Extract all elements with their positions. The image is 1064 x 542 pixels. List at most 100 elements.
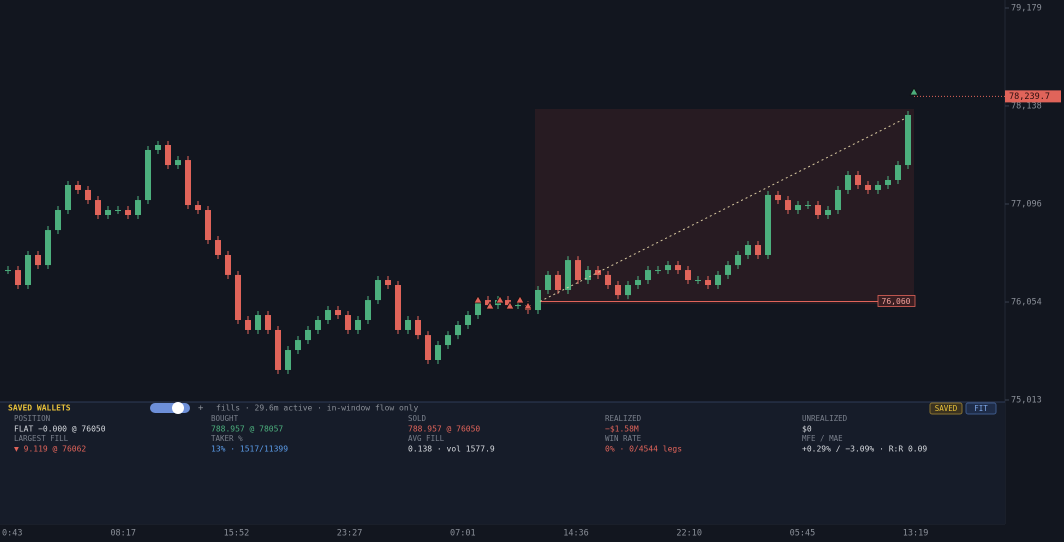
candle xyxy=(275,329,281,370)
candle xyxy=(765,194,771,255)
candle xyxy=(305,329,311,341)
candle xyxy=(435,345,441,360)
candle xyxy=(465,315,471,325)
panel-button-label[interactable]: FIT xyxy=(974,404,988,413)
add-button[interactable]: + xyxy=(198,404,204,414)
candle xyxy=(385,280,391,286)
stat-label: WIN RATE xyxy=(605,434,642,443)
candle xyxy=(365,300,371,321)
candle xyxy=(555,274,561,290)
candle xyxy=(135,200,141,216)
panel-button-label[interactable]: SAVED xyxy=(935,404,958,413)
stat-label: UNREALIZED xyxy=(802,414,848,423)
candle xyxy=(585,270,591,281)
candle xyxy=(635,280,641,286)
candle xyxy=(645,270,651,281)
candle xyxy=(875,184,881,190)
x-tick-label: 23:27 xyxy=(337,529,363,539)
candle xyxy=(815,205,821,216)
candle xyxy=(725,265,731,275)
candle xyxy=(325,310,331,321)
candle xyxy=(235,274,241,321)
toggle-knob[interactable] xyxy=(172,402,184,414)
last-price-tag xyxy=(1005,90,1061,103)
candle xyxy=(355,320,361,330)
candle xyxy=(285,350,291,370)
y-tick-label: 79,179 xyxy=(1011,3,1042,13)
candle xyxy=(75,184,81,190)
candle xyxy=(475,300,481,316)
panel-title: SAVED WALLETS xyxy=(8,404,71,413)
stat-label: AVG FILL xyxy=(408,434,445,443)
candle xyxy=(675,265,681,271)
x-tick-label: 07:01 xyxy=(450,529,476,539)
panel-button[interactable] xyxy=(965,402,997,415)
stat-value: +0.29% / −3.09% · R:R 0.09 xyxy=(802,445,927,454)
candle xyxy=(205,210,211,241)
candle xyxy=(825,210,831,216)
candle xyxy=(15,270,21,286)
candle xyxy=(195,205,201,211)
trade-marker xyxy=(495,295,505,304)
candle xyxy=(625,285,631,296)
x-tick-label: 14:36 xyxy=(563,529,589,539)
trade-marker xyxy=(473,295,483,304)
candle xyxy=(245,320,251,330)
trade-marker xyxy=(909,87,919,96)
candle xyxy=(315,320,321,330)
trade-marker xyxy=(523,301,533,310)
range-low-tag xyxy=(877,295,916,307)
position-range-box xyxy=(535,109,914,304)
stat-value: 13% · 1517/11399 xyxy=(211,445,288,454)
stat-label: SOLD xyxy=(408,414,427,423)
trade-marker xyxy=(485,301,495,310)
stat-value: 788.957 @ 78057 xyxy=(211,425,283,434)
range-low-label: 76,060 xyxy=(882,297,911,306)
stat-value: 788.957 @ 76050 xyxy=(408,425,480,434)
stat-value: $0 xyxy=(802,425,812,434)
panel-button[interactable] xyxy=(929,402,963,415)
candle xyxy=(165,144,171,166)
stat-value: −$1.58M xyxy=(605,425,639,434)
x-tick-label: 22:10 xyxy=(676,529,702,539)
candle xyxy=(695,280,701,282)
candle xyxy=(615,285,621,296)
candle xyxy=(755,245,761,255)
candle xyxy=(575,260,581,281)
candle xyxy=(545,274,551,290)
candle xyxy=(445,335,451,346)
candle xyxy=(455,324,461,336)
stat-label: TAKER % xyxy=(211,434,243,443)
y-tick-label: 76,054 xyxy=(1011,298,1042,308)
candle xyxy=(125,210,131,216)
stat-value: FLAT −0.000 @ 76050 xyxy=(14,425,106,434)
candle xyxy=(665,265,671,271)
candle xyxy=(395,285,401,330)
candle xyxy=(505,300,511,306)
stat-label: REALIZED xyxy=(605,414,642,423)
candle xyxy=(895,165,901,180)
y-tick-label: 75,013 xyxy=(1011,395,1042,405)
candle xyxy=(905,114,911,166)
stat-value: ▼ 9.119 @ 76062 xyxy=(14,445,86,454)
trade-marker xyxy=(505,301,515,310)
candle xyxy=(45,230,51,266)
stat-label: LARGEST FILL xyxy=(14,434,69,443)
candle xyxy=(655,270,661,272)
candle xyxy=(35,254,41,266)
candle xyxy=(65,184,71,211)
x-tick-label: 15:52 xyxy=(224,529,250,539)
candle xyxy=(5,270,11,272)
candle xyxy=(685,270,691,281)
candle xyxy=(595,270,601,275)
candle xyxy=(105,210,111,216)
candle xyxy=(405,320,411,330)
candle xyxy=(255,315,261,330)
candle xyxy=(155,144,161,150)
candle xyxy=(885,179,891,185)
candle xyxy=(415,320,421,336)
candle xyxy=(845,175,851,190)
candle xyxy=(535,289,541,311)
candle xyxy=(375,280,381,301)
panel xyxy=(0,402,1005,524)
